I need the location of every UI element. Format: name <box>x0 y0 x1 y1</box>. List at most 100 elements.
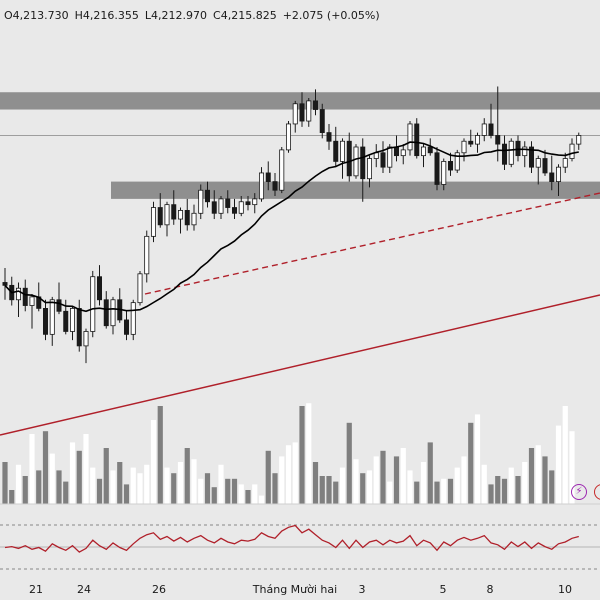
candle-body <box>285 123 291 151</box>
volume-bar <box>177 462 184 504</box>
volume-bar <box>306 403 312 504</box>
candle-body <box>319 109 325 133</box>
candle-body <box>124 319 130 335</box>
volume-bar <box>49 453 55 504</box>
volume-bar <box>231 478 238 504</box>
volume-bar <box>191 459 197 504</box>
candle-body <box>441 161 447 185</box>
candle-body <box>556 166 562 182</box>
volume-bar <box>144 464 150 504</box>
volume-bar <box>56 470 62 504</box>
volume-bar <box>414 481 420 504</box>
price-zone <box>111 181 600 199</box>
ohlc-close: C4,215.825 <box>213 9 277 22</box>
x-axis-label: 3 <box>359 583 366 596</box>
candle-body <box>434 152 440 185</box>
volume-bar <box>380 450 386 504</box>
ohlc-low: L4,212.970 <box>144 9 208 22</box>
candle-body <box>29 296 35 306</box>
volume-bar <box>42 431 49 504</box>
x-axis-labels: 21 24 26 Tháng Mười hai 3 5 8 10 <box>29 583 572 596</box>
volume-bar <box>69 442 76 504</box>
candle-body <box>542 158 548 174</box>
candle-body <box>103 299 109 327</box>
candle-body <box>387 146 393 168</box>
candle-body <box>83 331 89 347</box>
volume-bar <box>225 478 231 504</box>
candle-body <box>225 198 231 208</box>
candle-body <box>43 308 49 335</box>
volume-bar <box>198 478 204 504</box>
candle-body <box>366 158 372 180</box>
volume-bar <box>171 473 177 504</box>
candle-body <box>245 201 251 206</box>
volume-bar <box>454 467 460 504</box>
x-axis-label: 24 <box>77 583 91 596</box>
candle-body <box>63 310 69 332</box>
lightning-icon[interactable]: ⚡ <box>571 484 587 500</box>
candle-body <box>211 201 217 214</box>
candle-body <box>2 282 8 286</box>
candle-body <box>346 140 352 177</box>
volume-bar <box>400 448 406 504</box>
volume-bar <box>474 414 481 504</box>
candle-body <box>427 146 433 154</box>
volume-bar <box>279 456 285 504</box>
candle-body <box>56 299 62 312</box>
volume-bars <box>2 403 575 504</box>
candle-body <box>468 140 474 145</box>
candle-body <box>312 100 318 110</box>
volume-bar <box>265 450 271 504</box>
volume-bar <box>285 445 292 504</box>
volume-bar <box>528 448 535 504</box>
volume-bar <box>319 476 325 504</box>
candle-body <box>306 100 312 122</box>
candle-body <box>576 135 582 145</box>
volume-bar <box>184 448 190 504</box>
candle-body <box>76 308 82 347</box>
candle-body <box>380 152 386 168</box>
volume-bar <box>420 462 427 504</box>
x-axis-label: 26 <box>152 583 166 596</box>
volume-bar <box>447 478 454 504</box>
volume-bar <box>569 431 575 504</box>
volume-bar <box>9 490 15 504</box>
volume-bar <box>333 481 339 504</box>
candle-body <box>420 146 426 157</box>
volume-bar <box>2 462 8 504</box>
candle-body <box>70 308 76 332</box>
volume-bar <box>238 484 244 504</box>
volume-bar <box>393 456 400 504</box>
volume-bar <box>501 478 508 504</box>
candle-body <box>110 299 116 327</box>
volume-bar <box>339 467 346 504</box>
volume-bar <box>258 495 265 504</box>
candle-body <box>333 140 339 162</box>
candle-body <box>150 207 156 237</box>
candle-body <box>407 123 413 151</box>
ohlc-change: +2.075 (+0.05%) <box>282 9 380 22</box>
candle-body <box>198 189 204 214</box>
volume-bar <box>407 470 413 504</box>
volume-bar <box>366 470 373 504</box>
candle-body <box>252 198 258 206</box>
candle-body <box>529 146 535 168</box>
rsi-line <box>4 524 579 553</box>
candle-body <box>393 146 399 157</box>
x-axis-label: Tháng Mười hai <box>252 583 337 596</box>
candle-body <box>204 189 210 203</box>
candle-body <box>184 210 190 226</box>
candle-body <box>360 146 366 180</box>
volume-bar <box>481 464 487 504</box>
volume-bar <box>515 476 521 504</box>
candle-body <box>515 140 521 157</box>
candle-body <box>171 204 177 220</box>
candle-body <box>97 276 103 301</box>
volume-bar <box>488 484 494 504</box>
ohlc-high: H4,216.355 <box>74 9 139 22</box>
candle-body <box>22 287 28 306</box>
volume-bar <box>562 406 568 504</box>
candle-body <box>495 135 501 145</box>
candle-body <box>231 207 237 214</box>
